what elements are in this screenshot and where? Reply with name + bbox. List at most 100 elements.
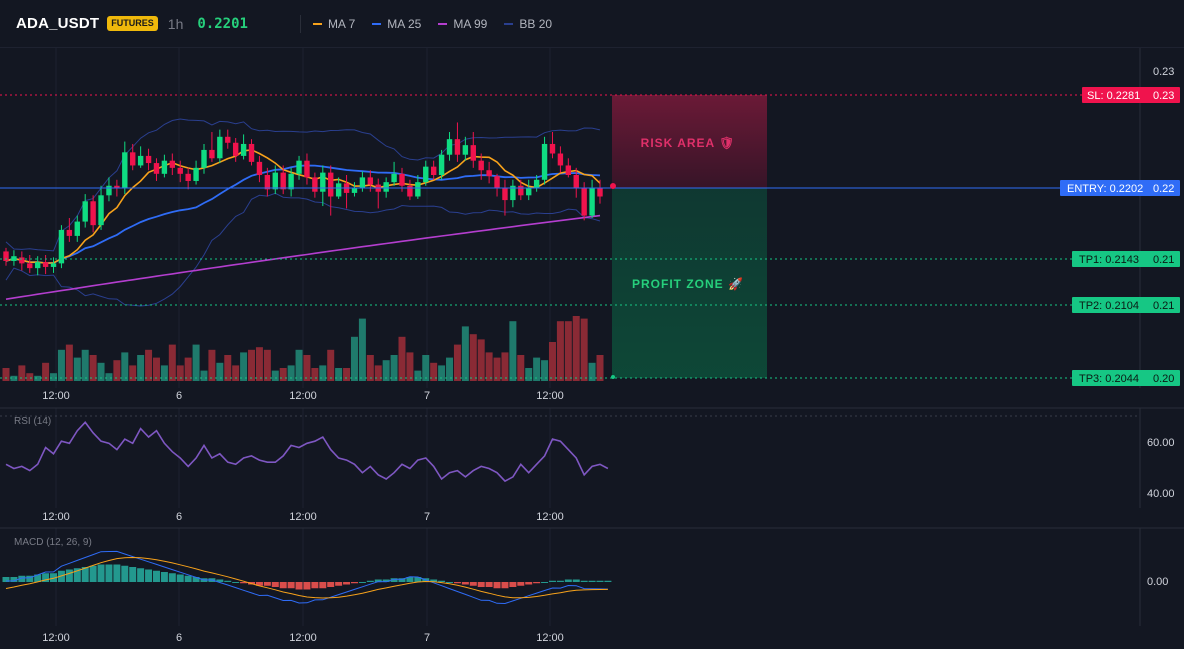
volume-bar <box>343 368 351 381</box>
ma7-swatch <box>312 22 322 25</box>
volume-bar <box>422 355 430 381</box>
macd-hist-bar <box>580 580 588 582</box>
macd-hist-bar <box>366 580 374 582</box>
macd-hist-bar <box>446 582 454 583</box>
candle-body <box>27 263 33 269</box>
macd-hist-bar <box>319 582 327 589</box>
macd-hist-bar <box>335 582 343 586</box>
candle-body <box>201 149 207 168</box>
volume-bar <box>548 342 556 381</box>
legend-bb20-label: BB 20 <box>519 16 553 31</box>
time-label: 12:00 <box>536 632 564 644</box>
volume-bar <box>319 365 327 381</box>
time-label: 12:00 <box>42 632 70 644</box>
time-label: 6 <box>176 390 182 402</box>
candle-body <box>209 149 215 159</box>
macd-hist-bar <box>374 579 382 582</box>
macd-hist-bar <box>26 575 34 582</box>
candle-body <box>217 136 223 159</box>
time-label: 12:00 <box>289 390 317 402</box>
entry-marker <box>610 183 616 189</box>
tp3-label[interactable]: TP3: 0.2044 <box>1079 373 1139 385</box>
macd-hist-bar <box>382 579 390 582</box>
macd-hist-bar <box>129 567 137 582</box>
tp2-axis-value: 0.21 <box>1153 300 1174 312</box>
volume-bar <box>335 368 343 381</box>
volume-bar <box>105 373 113 381</box>
volume-bar <box>81 349 89 381</box>
macd-hist-bar <box>572 579 580 582</box>
entry-label[interactable]: ENTRY: 0.2202 <box>1067 183 1143 195</box>
macd-hist-bar <box>358 582 366 583</box>
time-label: 12:00 <box>289 511 317 523</box>
macd-hist-bar <box>406 577 414 582</box>
candle-body <box>264 175 271 190</box>
legend-bb20[interactable]: BB 20 <box>504 17 552 31</box>
macd-hist-bar <box>263 582 271 586</box>
rsi-line <box>5 421 609 483</box>
candle-body <box>122 152 128 189</box>
candle-body <box>486 170 492 177</box>
volume-bar <box>366 355 374 381</box>
candle-body <box>11 256 17 261</box>
candle-body <box>82 201 88 222</box>
macd-hist-bar <box>485 582 493 587</box>
candlesticks <box>3 122 603 276</box>
tp1-label[interactable]: TP1: 0.2143 <box>1079 254 1139 266</box>
legend-ma7[interactable]: MA 7 <box>312 17 355 31</box>
candle-body <box>478 160 484 171</box>
candle-body <box>391 173 397 183</box>
candle-body <box>415 182 421 197</box>
volume-bar <box>50 373 58 381</box>
volume-bar <box>390 355 398 381</box>
legend-ma99[interactable]: MA 99 <box>438 17 487 31</box>
candle-body <box>328 172 334 197</box>
ma7-line <box>5 149 601 264</box>
candle-body <box>399 173 405 186</box>
macd-title[interactable]: MACD (12, 26, 9) <box>14 537 92 548</box>
candle-body <box>248 143 255 162</box>
candle-body <box>351 188 358 193</box>
volume-bar <box>279 368 287 381</box>
tp3-label-bg <box>1072 370 1180 386</box>
volume-bar <box>255 347 263 381</box>
candle-body <box>58 229 65 264</box>
sl-label[interactable]: SL: 0.2281 <box>1087 90 1140 102</box>
macd-hist-bar <box>50 573 58 582</box>
volume-bar <box>509 321 517 381</box>
tp2-label[interactable]: TP2: 0.2104 <box>1079 300 1139 312</box>
macd-hist-bar <box>438 580 446 582</box>
legend-ma25-label: MA 25 <box>387 16 422 31</box>
candle-body <box>557 153 564 166</box>
rsi-tick-60: 60.00 <box>1147 437 1175 449</box>
candle-body <box>288 173 294 190</box>
volume-bar <box>271 370 279 381</box>
macd-hist-bar <box>89 565 97 582</box>
volume-bar <box>477 339 485 381</box>
timeframe-selector[interactable]: 1h <box>167 15 184 32</box>
volume-bar <box>232 365 240 381</box>
legend-ma25[interactable]: MA 25 <box>372 17 421 31</box>
tp2-label-bg <box>1072 297 1180 313</box>
volume-bar <box>152 357 160 381</box>
symbol-name[interactable]: ADA_USDT <box>16 15 100 32</box>
volume-bar <box>10 375 18 381</box>
entry-label-bg <box>1060 180 1180 196</box>
volume-bars <box>2 316 604 381</box>
candle-body <box>225 136 231 143</box>
candle-body <box>34 262 41 269</box>
macd-hist-bar <box>42 573 50 582</box>
macd-hist-bar <box>192 577 200 582</box>
macd-hist-bar <box>279 582 287 589</box>
volume-bar <box>57 349 65 381</box>
rsi-title[interactable]: RSI (14) <box>14 416 51 427</box>
candle-body <box>161 160 168 174</box>
macd-line <box>5 550 608 605</box>
time-axis-rsi: 12:00 6 12:00 7 12:00 <box>42 511 564 523</box>
macd-hist-bar <box>509 582 517 587</box>
macd-hist-bar <box>176 574 184 582</box>
macd-hist-bar <box>65 569 73 582</box>
candle-body <box>185 173 191 181</box>
candle-body <box>193 167 199 181</box>
